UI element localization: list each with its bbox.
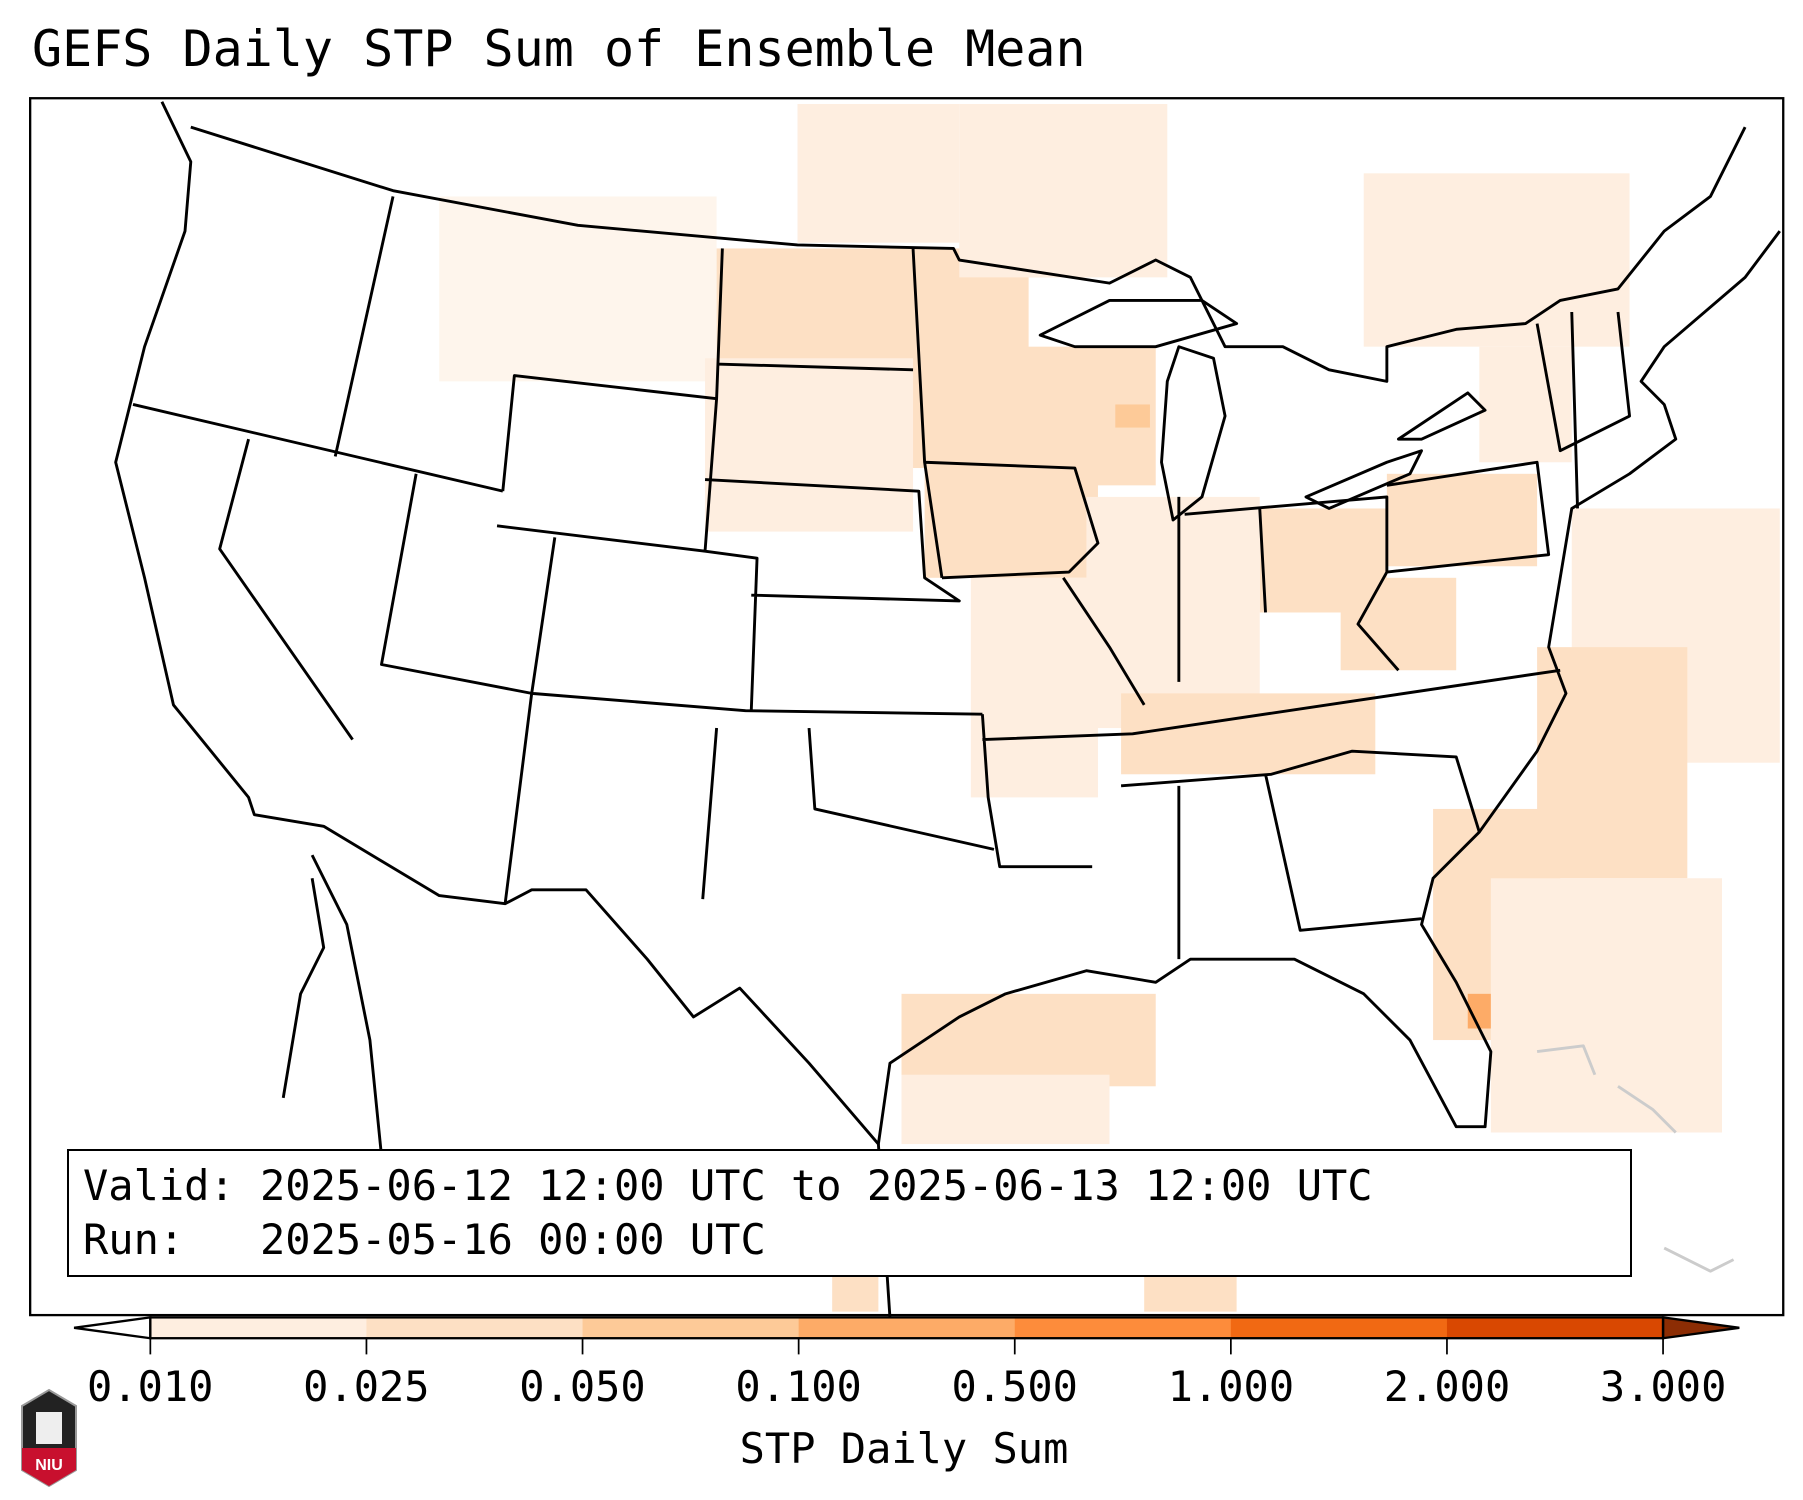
colorbar-tick-label: 3.000 — [1599, 1362, 1727, 1411]
colorbar-tick-label: 1.000 — [1167, 1362, 1295, 1411]
stp-cell — [439, 196, 717, 382]
colorbar-segment — [582, 1317, 800, 1339]
stp-cell — [1386, 473, 1538, 567]
stp-cell — [1340, 577, 1457, 671]
stp-cell — [901, 1074, 1110, 1145]
stp-cell — [924, 462, 1098, 578]
state-lines — [132, 196, 1631, 960]
colorbar-tick-label: 2.000 — [1383, 1362, 1511, 1411]
colorbar-segment — [1014, 1317, 1232, 1339]
coastlines-and-borders — [114, 101, 1781, 1318]
colorbar-segment — [798, 1317, 1016, 1339]
colorbar — [73, 1316, 1740, 1355]
lake-superior — [1038, 299, 1239, 349]
colorbar-segment — [1230, 1317, 1448, 1339]
stp-cell — [1121, 693, 1376, 775]
colorbar-tick-label: 0.010 — [87, 1362, 214, 1411]
us-outline — [114, 101, 1781, 1146]
lake-erie — [1304, 449, 1423, 510]
stp-field — [439, 104, 1780, 1312]
stp-cell — [1363, 173, 1630, 347]
lake-ontario — [1396, 391, 1487, 441]
islands — [1386, 1044, 1735, 1273]
chart-title: GEFS Daily STP Sum of Ensemble Mean — [32, 20, 1086, 78]
stp-cell — [1490, 878, 1722, 1133]
valid-time-text: Valid: 2025-06-12 12:00 UTC to 2025-06-1… — [83, 1161, 1373, 1210]
stp-cell — [797, 104, 960, 243]
stp-cell — [705, 358, 914, 532]
stp-cell — [970, 577, 1098, 798]
stp-cell — [1479, 346, 1572, 463]
colorbar-segment — [1446, 1317, 1664, 1339]
colorbar-label: STP Daily Sum — [739, 1424, 1069, 1473]
lake-michigan — [1160, 345, 1227, 522]
colorbar-segment — [366, 1317, 584, 1339]
stp-cell — [901, 248, 1029, 469]
stp-cell — [1115, 404, 1150, 428]
colorbar-outline — [149, 1316, 1665, 1340]
colorbar-tick-label: 0.500 — [951, 1362, 1078, 1411]
colorbar-over-extend — [1661, 1316, 1740, 1340]
colorbar-segment — [150, 1317, 368, 1339]
colorbar-tick-label: 0.025 — [303, 1362, 430, 1411]
valid-time-box: Valid: 2025-06-12 12:00 UTC to 2025-06-1… — [67, 1149, 1632, 1277]
run-time-text: Run: 2025-05-16 00:00 UTC — [83, 1215, 766, 1264]
niu-logo: NIU — [20, 1388, 78, 1492]
canada-border — [190, 125, 1747, 383]
colorbar-tick-label: 0.050 — [519, 1362, 646, 1411]
stp-cell — [959, 104, 1168, 278]
stp-cell — [1086, 496, 1260, 729]
stp-cell — [901, 993, 1156, 1087]
map-frame — [29, 97, 1785, 1317]
colorbar-tick-label: 0.100 — [735, 1362, 862, 1411]
logo-text: NIU — [35, 1457, 63, 1474]
colorbar-under-extend — [73, 1316, 152, 1340]
